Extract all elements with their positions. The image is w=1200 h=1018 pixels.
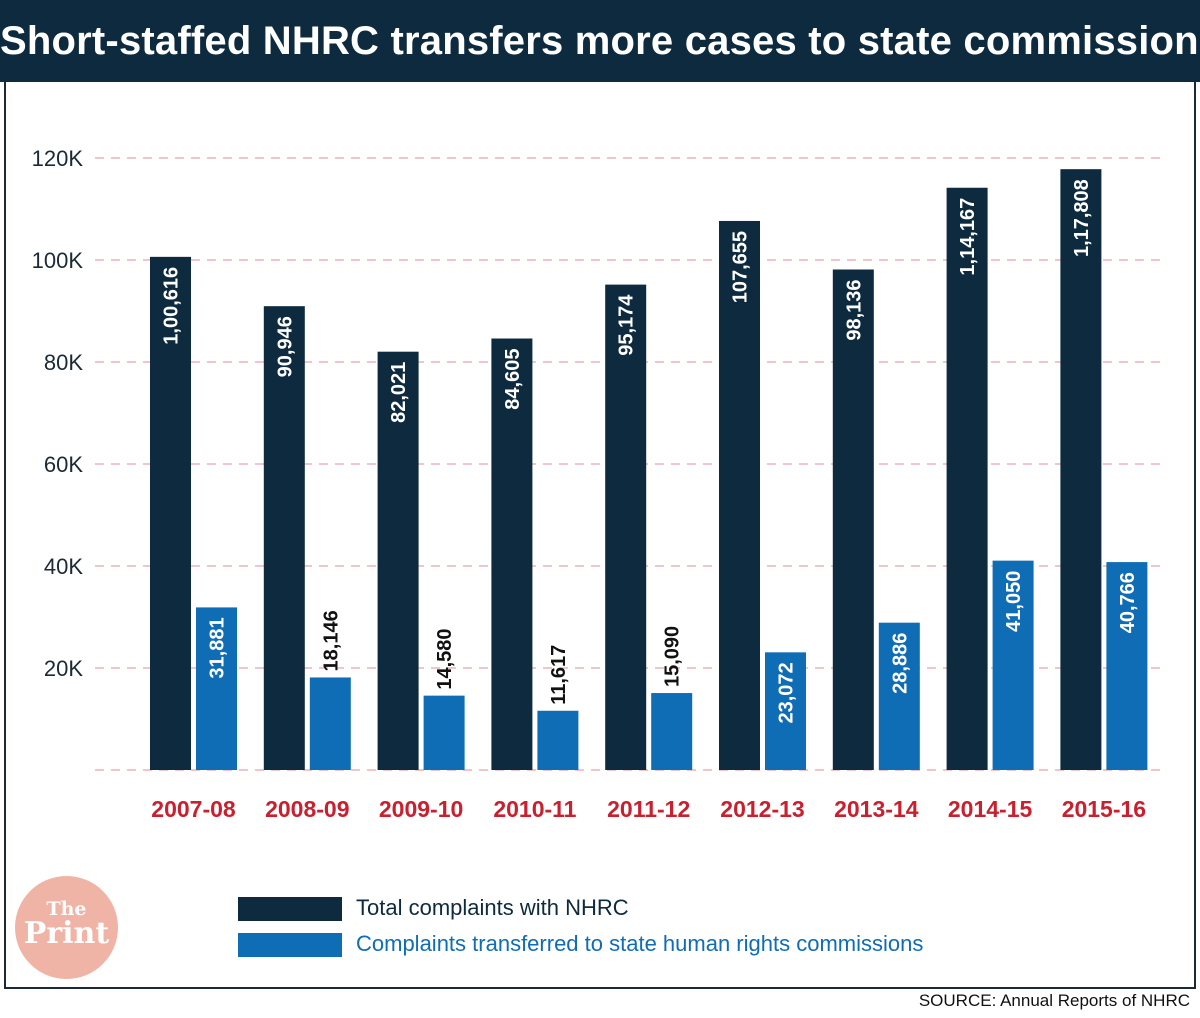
legend-label-total: Total complaints with NHRC xyxy=(356,895,629,920)
bar-transferred xyxy=(196,607,237,770)
x-category-label: 2009-10 xyxy=(379,796,463,822)
bar-total xyxy=(263,306,305,770)
bar-value-label: 1,00,616 xyxy=(161,267,183,345)
y-tick-label: 20K xyxy=(44,656,83,681)
bar-total xyxy=(150,256,191,770)
bar-transferred xyxy=(992,560,1034,770)
bar-transferred xyxy=(765,652,806,770)
legend-swatch-transferred xyxy=(238,933,342,957)
x-category-label: 2007-08 xyxy=(151,796,236,822)
chart-title: Short-staffed NHRC transfers more cases … xyxy=(0,19,1200,63)
bar-value-label: 28,886 xyxy=(889,633,911,694)
bar-transferred xyxy=(537,710,579,770)
bar-total xyxy=(832,269,874,770)
theprint-logo: The Print xyxy=(15,876,118,979)
bar-value-label: 14,580 xyxy=(434,628,456,689)
bar-value-label: 41,050 xyxy=(1003,571,1025,632)
bar-transferred xyxy=(651,693,693,770)
y-tick-label: 40K xyxy=(44,554,83,579)
bar-value-label: 90,946 xyxy=(274,316,296,377)
x-category-label: 2010-11 xyxy=(493,796,576,822)
bar-total xyxy=(377,351,419,770)
y-tick-label: 100K xyxy=(32,248,84,273)
bar-value-label: 95,174 xyxy=(616,294,638,356)
bar-total xyxy=(1060,169,1102,770)
x-category-label: 2011-12 xyxy=(607,796,690,822)
x-category-label: 2012-13 xyxy=(720,796,804,822)
source-note: SOURCE: Annual Reports of NHRC xyxy=(918,991,1190,1010)
x-category-label: 2014-15 xyxy=(948,796,1033,822)
legend-label-transferred: Complaints transferred to state human ri… xyxy=(356,931,924,956)
bar-value-label: 98,136 xyxy=(843,280,865,341)
y-tick-label: 120K xyxy=(32,146,84,171)
bar-value-label: 15,090 xyxy=(662,626,684,687)
bar-transferred xyxy=(309,677,351,770)
bar-total xyxy=(491,338,533,770)
bar-transferred xyxy=(423,695,465,770)
y-tick-label: 80K xyxy=(44,350,83,375)
bar-value-label: 23,072 xyxy=(776,662,798,723)
bar-total xyxy=(605,284,647,770)
header-bar: Short-staffed NHRC transfers more cases … xyxy=(0,0,1200,82)
bar-total xyxy=(946,187,988,771)
bar-transferred xyxy=(878,622,920,770)
bar-value-label: 40,766 xyxy=(1117,572,1139,633)
bar-value-label: 84,605 xyxy=(502,349,524,410)
bar-total xyxy=(719,220,760,771)
bar-value-label: 1,14,167 xyxy=(957,198,979,276)
bar-value-label: 1,17,808 xyxy=(1071,179,1093,257)
bar-value-label: 18,146 xyxy=(320,610,342,671)
x-category-label: 2008-09 xyxy=(265,796,349,822)
bar-value-label: 31,881 xyxy=(207,617,229,678)
y-tick-label: 60K xyxy=(44,452,83,477)
logo-text-print: Print xyxy=(23,916,110,951)
logo-text-the: The xyxy=(46,898,87,920)
chart-frame xyxy=(4,82,1196,989)
x-category-label: 2015-16 xyxy=(1062,796,1146,822)
bar-transferred xyxy=(1106,562,1148,770)
x-category-label: 2013-14 xyxy=(834,796,919,822)
bar-value-label: 11,617 xyxy=(548,645,570,705)
bar-value-label: 107,655 xyxy=(730,231,752,303)
legend-swatch-total xyxy=(238,897,342,921)
bar-value-label: 82,021 xyxy=(388,362,410,423)
